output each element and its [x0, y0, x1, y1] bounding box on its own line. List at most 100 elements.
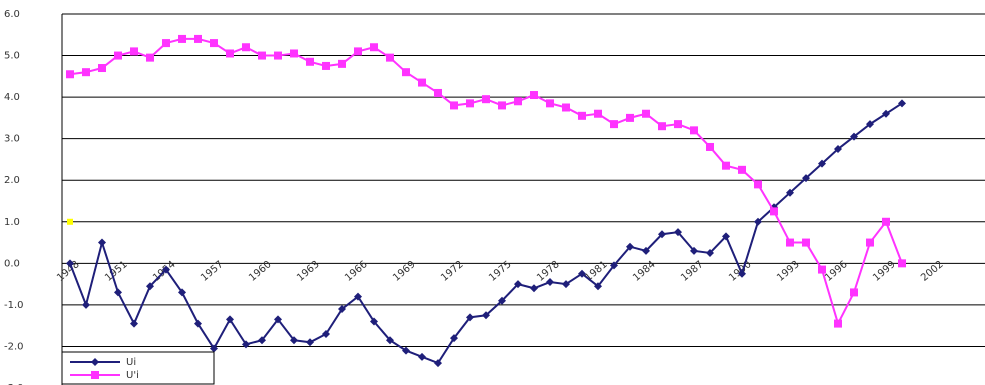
y-tick-label: 4.0: [4, 92, 20, 103]
data-point-ui: [482, 311, 490, 320]
data-point-ui: [818, 159, 826, 168]
y-tick-label: 1.0: [4, 217, 20, 228]
data-point-uprime: [626, 113, 634, 122]
data-point-ui: [850, 132, 858, 141]
data-point-ui: [114, 288, 122, 297]
data-point-ui: [418, 352, 426, 361]
data-point-uprime: [466, 99, 474, 108]
x-tick-label: 1969: [391, 259, 418, 284]
data-point-ui: [290, 336, 298, 345]
data-point-uprime: [226, 49, 234, 58]
data-point-uprime: [770, 207, 778, 216]
data-point-ui: [146, 282, 154, 291]
legend-marker-ui: [91, 358, 99, 366]
data-point-uprime: [258, 51, 266, 60]
x-tick-label: 1957: [199, 259, 226, 284]
data-point-uprime: [850, 288, 858, 297]
data-point-ui: [402, 346, 410, 355]
data-point-uprime: [722, 161, 730, 170]
data-point-ui: [722, 232, 730, 241]
x-tick-label: 1993: [775, 259, 802, 284]
data-point-uprime: [610, 120, 618, 129]
data-point-uprime: [818, 265, 826, 274]
data-point-ui: [450, 334, 458, 343]
data-point-ui: [130, 319, 138, 328]
x-tick-label: 1984: [631, 259, 658, 284]
data-point-uprime: [562, 103, 570, 112]
y-tick-label: -3.0: [4, 383, 24, 385]
data-point-ui: [658, 230, 666, 239]
data-point-ui: [98, 238, 106, 247]
y-tick-label: 3.0: [4, 134, 20, 145]
x-axis-tick-labels: 1948195119541957196019631966196919721975…: [55, 259, 946, 284]
data-point-ui: [322, 329, 330, 338]
x-tick-label: 1999: [871, 259, 898, 284]
data-point-uprime: [706, 142, 714, 151]
data-point-uprime: [194, 34, 202, 43]
data-point-ui: [882, 109, 890, 118]
data-point-uprime: [898, 259, 906, 268]
data-point-ui: [514, 280, 522, 289]
data-point-uprime: [690, 126, 698, 135]
data-point-ui: [706, 248, 714, 257]
data-point-uprime: [130, 47, 138, 56]
data-point-ui: [498, 296, 506, 305]
data-point-uprime: [338, 59, 346, 68]
data-point-uprime: [306, 57, 314, 66]
series-lines: [66, 34, 906, 368]
data-point-uprime: [738, 165, 746, 174]
data-point-ui: [242, 340, 250, 349]
data-point-uprime: [114, 51, 122, 60]
y-tick-label: -1.0: [4, 300, 24, 311]
data-point-ui: [434, 359, 442, 368]
x-tick-label: 1987: [679, 259, 706, 284]
data-point-ui: [626, 242, 634, 251]
x-tick-label: 1951: [103, 259, 130, 284]
data-point-ui: [546, 278, 554, 287]
legend-box: [61, 351, 215, 385]
data-point-uprime: [498, 101, 506, 110]
data-point-ui: [866, 120, 874, 129]
data-point-uprime: [66, 70, 74, 79]
data-point-ui: [82, 300, 90, 309]
data-point-uprime: [370, 43, 378, 52]
x-tick-label: 1963: [295, 259, 322, 284]
data-point-ui: [834, 145, 842, 154]
y-tick-label: 5.0: [4, 51, 20, 62]
data-point-ui: [194, 319, 202, 328]
data-point-ui: [354, 292, 362, 301]
y-tick-label: 2.0: [4, 175, 20, 186]
data-point-ui: [738, 269, 746, 278]
data-point-uprime: [162, 39, 170, 48]
y-tick-label: 0.0: [4, 258, 20, 269]
x-tick-label: 1972: [439, 259, 466, 284]
data-point-uprime: [674, 120, 682, 129]
data-point-uprime: [594, 109, 602, 118]
data-point-ui: [66, 259, 74, 268]
legend-label-uprime: U'i: [126, 370, 139, 381]
data-point-uprime: [530, 91, 538, 100]
data-point-uprime: [658, 122, 666, 131]
data-point-ui: [338, 305, 346, 314]
data-point-ui: [802, 174, 810, 183]
data-point-ui: [370, 317, 378, 326]
data-point-ui: [642, 246, 650, 255]
data-point-ui: [386, 336, 394, 345]
y-tick-label: 6.0: [4, 9, 20, 20]
data-point-uprime: [434, 88, 442, 97]
data-point-uprime: [802, 238, 810, 247]
data-point-ui: [178, 288, 186, 297]
data-point-uprime: [578, 111, 586, 120]
data-point-uprime: [834, 319, 842, 328]
data-point-ui: [690, 246, 698, 255]
data-point-uprime: [546, 99, 554, 108]
data-point-ui: [226, 315, 234, 324]
data-point-uprime: [482, 95, 490, 104]
data-point-ui: [898, 99, 906, 108]
y-tick-label: -2.0: [4, 341, 24, 352]
data-point-uprime: [386, 53, 394, 62]
data-point-ui: [754, 217, 762, 226]
x-tick-label: 1975: [487, 259, 514, 284]
data-point-uprime: [82, 68, 90, 77]
